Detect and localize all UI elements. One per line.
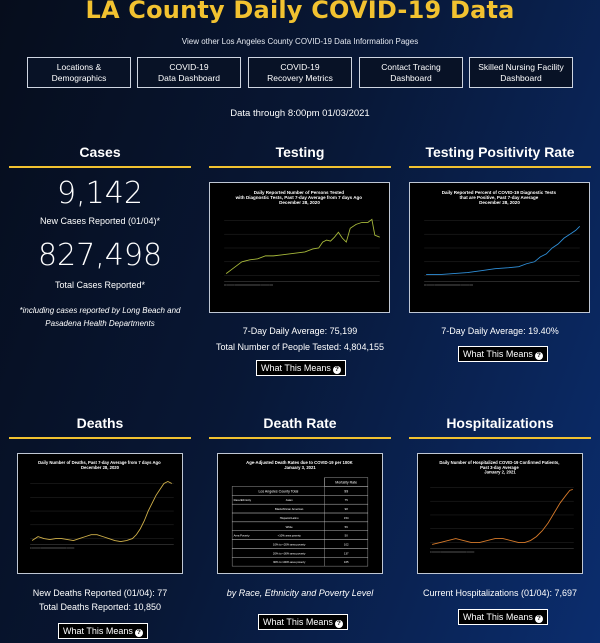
cases-footnote: *including cases reported by Long Beach …: [19, 306, 181, 328]
hospitalizations-button-label: What This Means: [463, 612, 533, 622]
cases-divider: [9, 166, 191, 168]
testing-button-label: What This Means: [261, 363, 331, 373]
death-rate-row-label: 30% to 100% area poverty: [273, 560, 306, 564]
deaths-chart-title: Daily Number of Deaths, Past 7-day Avera…: [38, 460, 162, 470]
total-cases-value: 827,498: [37, 238, 163, 273]
death-rate-row-label: White: [286, 525, 294, 529]
svg-text:||||||||||||||||||||||||||||||: ||||||||||||||||||||||||||||||||||||||||…: [430, 551, 475, 553]
question-circle-icon: ?: [534, 352, 543, 360]
testing-chart-title: Daily Reported Number of Persons Tested …: [235, 190, 364, 205]
positivity-series-line: [426, 226, 581, 276]
death-rate-table-panel: Age-Adjusted Death Rates due to COVID-19…: [217, 453, 383, 574]
death-rate-row-value: 102: [344, 542, 349, 546]
death-rate-row-value: 75: [345, 498, 349, 502]
testing-chart: Daily Reported Number of Persons Tested …: [209, 182, 390, 313]
testing-total-text: Total Number of People Tested: 4,804,155: [216, 342, 384, 352]
testing-divider: [209, 166, 391, 168]
positivity-avg-text: 7-Day Daily Average: 19.40%: [441, 326, 559, 336]
death-rate-row-label: Asian: [286, 498, 293, 502]
death-rate-row-value: 137: [344, 551, 349, 555]
total-cases-label: Total Cases Reported*: [54, 280, 146, 290]
deaths-series-line: [31, 481, 172, 542]
question-circle-icon: ?: [134, 629, 143, 637]
death-rate-group-label: Race/Ethnicity: [234, 498, 252, 502]
new-deaths-text: New Deaths Reported (01/04): 77: [32, 588, 168, 598]
deaths-button-label: What This Means: [63, 626, 133, 636]
new-cases-label: New Cases Reported (01/04)*: [39, 216, 161, 226]
death-rate-row-value: 56: [345, 525, 349, 529]
death-rate-group-label: Area Poverty: [234, 534, 251, 538]
death-rate-row-value: 154: [344, 516, 349, 520]
hospitalizations-divider: [409, 437, 591, 439]
data-through-text: Data through 8:00pm 01/03/2021: [230, 108, 370, 119]
positivity-heading: Testing Positivity Rate: [425, 144, 575, 160]
death-rate-button-label: What This Means: [263, 617, 333, 627]
death-rate-row-value: 50: [345, 534, 349, 538]
death-rate-row-value: 98: [345, 507, 349, 511]
death-rate-row-label: 10% to <20% area poverty: [273, 542, 306, 546]
positivity-chart-title: Daily Reported Percent of COVID-19 Diagn…: [442, 190, 558, 205]
death-rate-chart-title: Age-Adjusted Death Rates due to COVID-19…: [246, 460, 354, 470]
nav-contact-tracing-button[interactable]: Contact Tracing Dashboard: [359, 57, 463, 88]
total-deaths-text: Total Deaths Reported: 10,850: [38, 602, 162, 612]
cases-heading: Cases: [79, 144, 121, 160]
death-rate-caption: by Race, Ethnicity and Poverty Level: [226, 588, 374, 598]
question-circle-icon: ?: [334, 620, 343, 628]
question-circle-icon: ?: [332, 366, 341, 374]
deaths-heading: Deaths: [76, 415, 124, 431]
death-rate-row-label: <10% area poverty: [278, 534, 302, 538]
svg-text:||||||||||||||||||||||||||||||: ||||||||||||||||||||||||||||||||||||||||…: [424, 284, 473, 286]
death-rate-row-value: 99: [344, 489, 348, 493]
nav-snf-dashboard-button[interactable]: Skilled Nursing Facility Dashboard: [469, 57, 573, 88]
hospitalizations-chart: Daily Number of Hospitalized COVID-19 Co…: [417, 453, 583, 574]
hospitalizations-heading: Hospitalizations: [446, 415, 554, 431]
deaths-chart: Daily Number of Deaths, Past 7-day Avera…: [17, 453, 183, 574]
death-rate-what-this-means-button[interactable]: What This Means?: [258, 614, 348, 630]
hospitalizations-chart-title: Daily Number of Hospitalized COVID-19 Co…: [439, 460, 560, 475]
positivity-button-label: What This Means: [463, 349, 533, 359]
death-rate-row-label: 20% to <30% area poverty: [273, 551, 306, 555]
nav-buttons: Locations & Demographics COVID-19 Data D…: [27, 57, 573, 88]
positivity-divider: [409, 166, 591, 168]
hospitalizations-what-this-means-button[interactable]: What This Means?: [458, 609, 548, 625]
svg-text:||||||||||||||||||||||||||||||: ||||||||||||||||||||||||||||||||||||||||…: [224, 284, 273, 286]
death-rate-heading: Death Rate: [263, 415, 337, 431]
positivity-chart: Daily Reported Percent of COVID-19 Diagn…: [409, 182, 590, 313]
question-circle-icon: ?: [534, 615, 543, 623]
page-title: LA County Daily COVID-19 Data: [85, 0, 515, 24]
death-rate-divider: [209, 437, 391, 439]
death-rate-row-label: Los Angeles County Total: [258, 489, 298, 493]
new-cases-value: 9,142: [57, 176, 143, 211]
testing-avg-text: 7-Day Daily Average: 75,199: [242, 326, 358, 336]
death-rate-row-label: Black/African American: [275, 507, 304, 511]
deaths-divider: [9, 437, 191, 439]
testing-heading: Testing: [275, 144, 325, 160]
deaths-what-this-means-button[interactable]: What This Means?: [58, 623, 148, 639]
svg-text:||||||||||||||||||||||||||||||: ||||||||||||||||||||||||||||||||||||||||…: [30, 547, 75, 549]
testing-what-this-means-button[interactable]: What This Means?: [256, 360, 346, 376]
hospitalizations-series-line: [432, 488, 573, 545]
death-rate-row-label: Hispanic/Latino: [280, 516, 299, 520]
nav-locations-demographics-button[interactable]: Locations & Demographics: [27, 57, 131, 88]
nav-data-dashboard-button[interactable]: COVID-19 Data Dashboard: [137, 57, 241, 88]
testing-series-line: [225, 218, 380, 274]
death-rate-column-header: Mortality Rate: [335, 481, 357, 485]
subtitle: View other Los Angeles County COVID-19 D…: [181, 37, 419, 46]
death-rate-row: [231, 557, 369, 567]
current-hospitalizations-text: Current Hospitalizations (01/04): 7,697: [422, 588, 578, 598]
positivity-what-this-means-button[interactable]: What This Means?: [458, 346, 548, 362]
nav-recovery-metrics-button[interactable]: COVID-19 Recovery Metrics: [248, 57, 352, 88]
death-rate-row-value: 165: [344, 560, 349, 564]
